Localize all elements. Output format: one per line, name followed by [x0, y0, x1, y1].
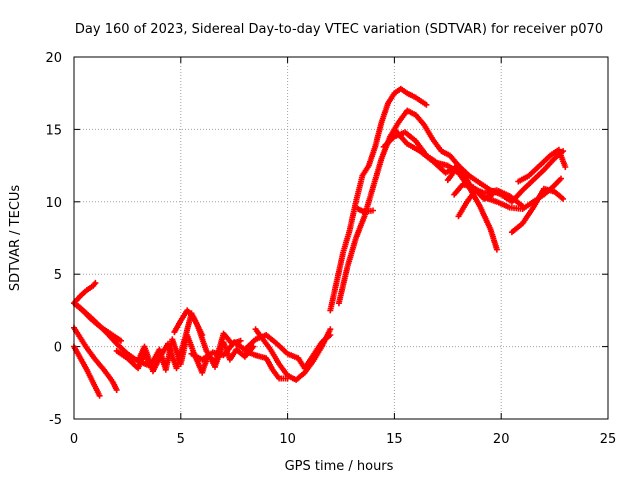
series-arc-18: [444, 148, 567, 205]
series-markers: [455, 187, 496, 220]
series-arc-9: [188, 332, 302, 363]
series-arc-21: [515, 146, 569, 185]
y-tick-label: 20: [45, 51, 62, 66]
y-tick-label: 5: [54, 268, 62, 283]
y-axis-label: SDTVAR / TECUs: [8, 185, 23, 292]
series-markers: [241, 347, 291, 382]
series-arc-20: [508, 185, 567, 236]
series-arc-22: [455, 187, 496, 220]
x-tick-label: 20: [493, 432, 510, 447]
series-arc-8: [171, 307, 206, 338]
y-tick-label: 0: [54, 341, 62, 356]
x-tick-label: 5: [177, 432, 185, 447]
series-markers: [327, 85, 430, 314]
series-arc-11: [241, 347, 291, 382]
y-tick-label: 15: [45, 123, 62, 138]
series-markers: [355, 206, 376, 215]
series-markers: [295, 332, 334, 372]
data-series: [71, 85, 569, 399]
series-arc-12: [295, 332, 334, 372]
x-tick-labels: 0 5 10 15 20 25: [70, 432, 616, 447]
series-markers: [188, 332, 302, 363]
series-markers: [515, 146, 569, 185]
x-tick-label: 25: [600, 432, 617, 447]
plot-frame: [73, 56, 609, 420]
x-tick-label: 15: [386, 432, 403, 447]
y-tick-label: -5: [49, 413, 62, 428]
x-tick-label: 10: [279, 432, 296, 447]
y-tick-labels: -5 0 5 10 15 20: [45, 51, 62, 428]
x-axis-label: GPS time / hours: [285, 459, 394, 474]
series-arc-15: [355, 206, 376, 215]
y-tick-label: 10: [45, 196, 62, 211]
series-markers: [171, 307, 206, 338]
chart-title: Day 160 of 2023, Sidereal Day-to-day VTE…: [75, 22, 603, 37]
series-arc-13: [327, 85, 430, 314]
series-markers: [508, 185, 567, 236]
series-markers: [444, 148, 567, 205]
x-tick-label: 0: [70, 432, 78, 447]
